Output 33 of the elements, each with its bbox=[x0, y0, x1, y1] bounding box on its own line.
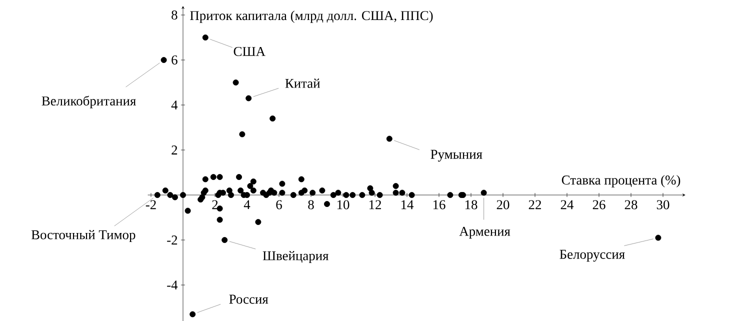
annotation: Восточный Тимор bbox=[31, 230, 136, 242]
x-tick-label: 10 bbox=[337, 200, 350, 210]
x-tick-label: -2 bbox=[146, 200, 156, 210]
x-tick-label: 2 bbox=[212, 200, 218, 210]
x-axis-title: Ставка процента (%) bbox=[562, 175, 680, 188]
y-tick-label: 4 bbox=[171, 100, 178, 110]
annotation: Армения bbox=[459, 226, 510, 239]
annotation: Великобритания bbox=[42, 96, 136, 108]
annotation: Румыния bbox=[430, 150, 482, 162]
annotation: США bbox=[234, 46, 266, 56]
x-tick-label: 20 bbox=[496, 200, 510, 210]
x-tick-label: 22 bbox=[528, 200, 541, 210]
x-tick-label: 28 bbox=[624, 200, 638, 210]
x-tick-label: 16 bbox=[433, 200, 446, 210]
annotation: Белоруссия bbox=[560, 250, 625, 262]
y-tick-label: -4 bbox=[167, 280, 178, 290]
x-tick-label: 6 bbox=[276, 200, 282, 210]
x-tick-label: 4 bbox=[244, 200, 250, 210]
y-tick-label: 2 bbox=[172, 146, 178, 154]
annotation: Китай bbox=[285, 78, 320, 88]
y-tick-label: 8 bbox=[172, 10, 178, 20]
x-tick-label: 24 bbox=[560, 200, 574, 210]
x-tick-label: 18 bbox=[465, 200, 478, 210]
y-tick-label: 6 bbox=[172, 55, 178, 65]
y-tick-label: -2 bbox=[167, 236, 178, 244]
x-tick-label: 30 bbox=[656, 200, 670, 210]
annotation: Россия bbox=[229, 294, 268, 304]
x-tick-label: 26 bbox=[592, 200, 606, 210]
x-tick-label: 12 bbox=[369, 200, 381, 210]
y-axis-title: Приток капитала (млрд долл. США, ППС) bbox=[190, 10, 433, 23]
x-tick-label: 8 bbox=[308, 200, 314, 210]
x-tick-label: 14 bbox=[401, 200, 414, 210]
annotation: Швейцария bbox=[262, 250, 328, 264]
